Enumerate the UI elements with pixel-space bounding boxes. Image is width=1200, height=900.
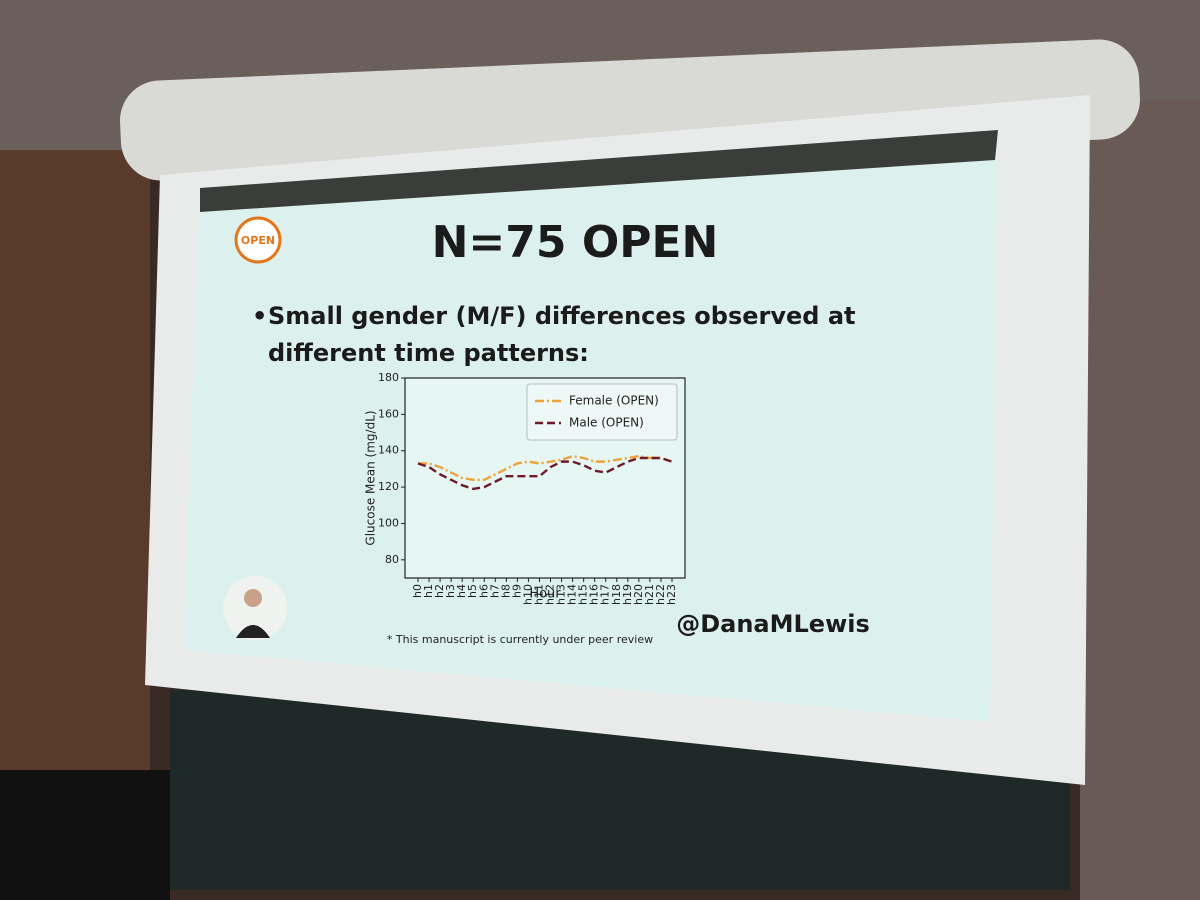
- speaker-video: [223, 576, 287, 640]
- slide-header-bar: [200, 130, 998, 212]
- y-tick-label: 140: [378, 444, 399, 457]
- y-axis-label: Glucose Mean (mg/dL): [364, 410, 378, 545]
- y-tick-label: 100: [378, 516, 399, 529]
- legend-label: Male (OPEN): [569, 416, 644, 430]
- bullet-point: •: [252, 302, 267, 330]
- x-tick-label: h1: [422, 584, 435, 598]
- x-tick-label: h0: [411, 584, 424, 598]
- y-tick-label: 160: [378, 407, 399, 420]
- x-tick-label: h8: [499, 584, 512, 598]
- x-tick-label: h14: [566, 584, 579, 605]
- x-tick-label: h22: [654, 584, 667, 605]
- x-tick-label: h19: [621, 584, 634, 605]
- bullet-text: different time patterns:: [268, 339, 589, 367]
- x-tick-label: h16: [588, 584, 601, 605]
- desk: [0, 770, 170, 900]
- x-tick-label: h9: [510, 584, 523, 598]
- x-tick-label: h3: [444, 584, 457, 598]
- y-tick-label: 180: [378, 371, 399, 384]
- x-tick-label: h4: [455, 584, 468, 598]
- x-tick-label: h20: [632, 584, 645, 605]
- x-tick-label: h6: [477, 584, 490, 598]
- x-tick-label: h23: [665, 584, 678, 605]
- logo-ring: [234, 216, 282, 264]
- y-tick-label: 120: [378, 480, 399, 493]
- x-tick-label: h18: [610, 584, 623, 605]
- x-tick-label: h15: [577, 584, 590, 605]
- bullet-text: Small gender (M/F) differences observed …: [268, 302, 855, 330]
- handle: @DanaMLewis: [676, 610, 870, 638]
- legend-label: Female (OPEN): [569, 394, 659, 408]
- chart: 80 100 120 140 160 180 h0h1h2h3h4h5h6h7h8h9h10…: [364, 371, 679, 605]
- x-tick-label: h7: [488, 584, 501, 598]
- right-wall: [1080, 100, 1200, 900]
- x-axis-label: Hour: [529, 587, 561, 602]
- legend-box: [526, 383, 678, 441]
- series-line: [417, 456, 673, 491]
- x-tick-label: h13: [555, 584, 568, 605]
- x-tick-label: h21: [643, 584, 656, 605]
- x-tick-label: h11: [532, 584, 545, 605]
- y-tick-label: 80: [385, 553, 399, 566]
- speaker-face: [244, 589, 262, 607]
- footnote: * This manuscript is currently under pee…: [387, 633, 653, 646]
- x-tick-label: h5: [466, 584, 479, 598]
- wood-panel: [0, 150, 150, 770]
- slide-title: N=75 OPEN: [432, 217, 719, 268]
- x-tick-label: h2: [433, 584, 446, 598]
- x-tick-label: h10: [521, 584, 534, 605]
- speaker-body: [236, 625, 270, 638]
- x-tick-label: h12: [544, 584, 557, 605]
- logo: OPEN: [241, 234, 275, 247]
- x-tick-label: h17: [599, 584, 612, 605]
